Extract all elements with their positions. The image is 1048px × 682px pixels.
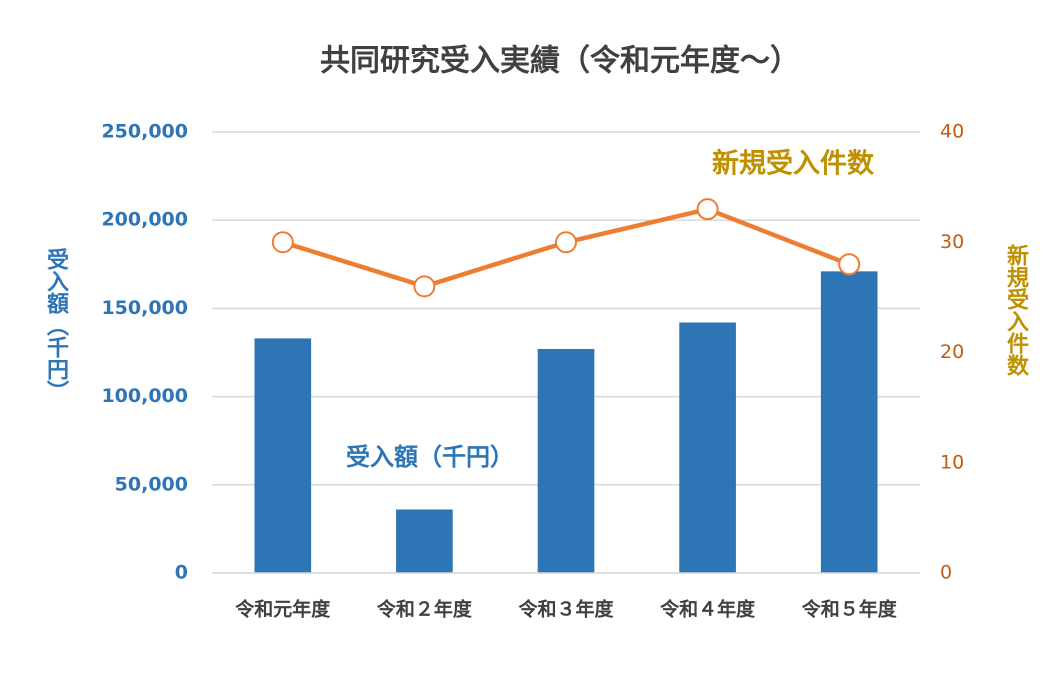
y2-tick-label: 40: [940, 121, 964, 143]
bar: [254, 338, 312, 573]
bar: [820, 271, 878, 573]
y-axis-label: 受入額（千円）: [43, 247, 69, 402]
line-marker: [696, 198, 719, 221]
y2-tick-label: 0: [940, 562, 952, 584]
chart-title: 共同研究受入実績（令和元年度～）: [320, 44, 800, 79]
bar: [679, 322, 736, 573]
y2-tick-label: 20: [940, 341, 964, 363]
x-tick-label: 令和２年度: [377, 598, 473, 621]
series-label: 新規受入件数: [712, 148, 875, 180]
y-tick-label: 100,000: [101, 385, 188, 407]
line-marker: [413, 275, 436, 298]
x-tick-label: 令和５年度: [802, 598, 898, 621]
y-tick-label: 0: [175, 562, 188, 584]
line-marker: [555, 231, 577, 254]
x-tick-label: 令和４年度: [660, 598, 756, 621]
y2-axis-label: 新規受入件数: [1003, 243, 1029, 377]
line-marker: [271, 231, 294, 254]
y2-tick-label: 10: [940, 451, 964, 473]
y-tick-label: 150,000: [101, 297, 188, 319]
y-tick-label: 50,000: [115, 473, 188, 495]
y-tick-label: 200,000: [101, 209, 188, 231]
series-label: 受入額（千円）: [346, 443, 514, 471]
y-tick-label: 250,000: [101, 121, 188, 143]
bar: [396, 509, 453, 573]
bar: [537, 348, 595, 573]
x-tick-label: 令和元年度: [235, 598, 331, 621]
line-marker: [838, 253, 861, 276]
x-tick-label: 令和３年度: [518, 598, 614, 621]
y2-tick-label: 30: [940, 231, 964, 253]
